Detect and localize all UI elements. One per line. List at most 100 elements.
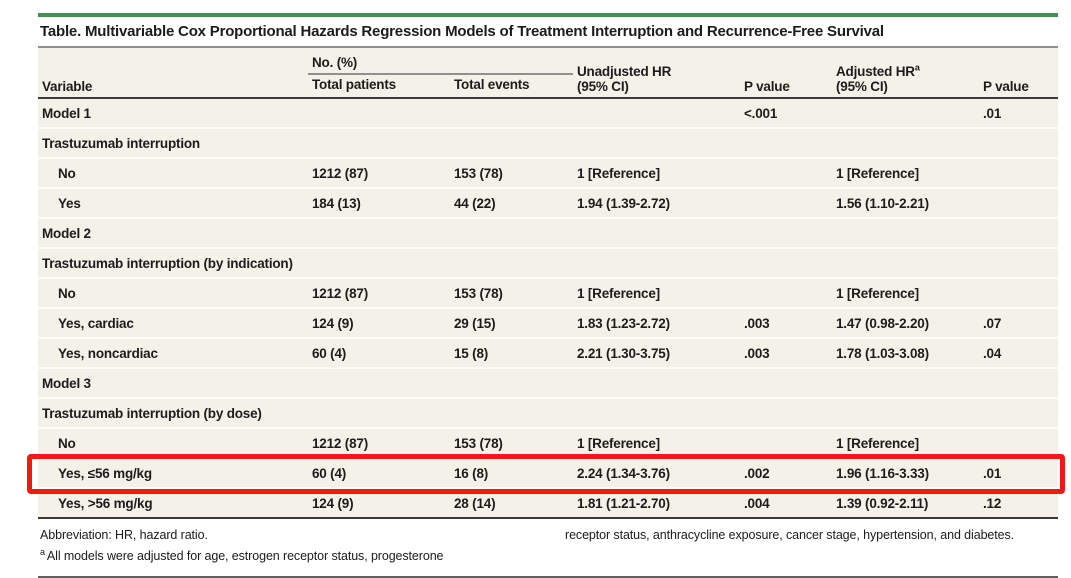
table-cell: 1.83 (1.23-2.72) <box>573 307 740 338</box>
table-cell <box>832 98 979 128</box>
table-cell: 1.39 (0.92-2.11) <box>832 487 979 519</box>
table-cell <box>740 187 832 218</box>
table-cell <box>832 217 979 248</box>
table-cell <box>979 367 1058 398</box>
paper-table-figure: Table. Multivariable Cox Proportional Ha… <box>27 13 1065 578</box>
table-cell: 1 [Reference] <box>832 427 979 458</box>
table-cell <box>832 247 979 278</box>
table-cell: 1.81 (1.21-2.70) <box>573 487 740 519</box>
footnote-a-marker: a <box>40 546 45 557</box>
table-row: Yes, >56 mg/kg 124 (9) 28 (14) 1.81 (1.21-2… <box>38 487 1058 519</box>
table-cell: 44 (22) <box>450 187 573 218</box>
table-row: No 1212 (87) 153 (78) 1 [Reference] 1 [Refer… <box>38 157 1058 188</box>
table-cell <box>740 397 832 428</box>
table-cell: .04 <box>979 337 1058 368</box>
table-row: No 1212 (87) 153 (78) 1 [Reference] 1 [Refer… <box>38 427 1058 458</box>
table-header: Variable No. (%) Unadjusted HR (95% CI) … <box>38 48 1058 99</box>
table-cell <box>308 247 450 278</box>
table-cell <box>308 397 450 428</box>
table-row: Yes, noncardiac 60 (4) 15 (8) 2.21 (1.30-3.… <box>38 337 1058 368</box>
row-label: No <box>38 277 308 308</box>
table-cell <box>450 247 573 278</box>
table-cell <box>979 277 1058 308</box>
table-cell <box>308 127 450 158</box>
table-row: Trastuzumab interruption (by indication) <box>38 247 1058 278</box>
column-header-unadjusted-hr: Unadjusted HR (95% CI) <box>573 48 740 99</box>
table-cell <box>979 247 1058 278</box>
table-footnotes: Abbreviation: HR, hazard ratio. a All mod… <box>38 519 1058 575</box>
table-cell <box>573 367 740 398</box>
table-cell: 1.47 (0.98-2.20) <box>832 307 979 338</box>
table-cell <box>979 127 1058 158</box>
table-cell: 1212 (87) <box>308 277 450 308</box>
table-cell: .01 <box>983 105 1002 121</box>
row-label: Trastuzumab interruption (by indication) <box>38 247 308 278</box>
table-cell: .003 <box>740 307 832 338</box>
table-cell: 184 (13) <box>308 187 450 218</box>
column-header-p-value-unadjusted: P value <box>740 48 832 99</box>
table-cell <box>832 127 979 158</box>
table-cell <box>740 427 832 458</box>
table-cell <box>979 187 1058 218</box>
table-body: Model 1 <.001.01 Trastuzumab interruption N… <box>38 98 1058 519</box>
table-row: Model 3 <box>38 367 1058 398</box>
table-row: Model 1 <.001 .01 <box>38 98 1058 128</box>
table-cell: .004 <box>740 487 832 519</box>
column-header-total-patients: Total patients <box>308 74 450 99</box>
unadjusted-hr-line1: Unadjusted HR <box>577 64 672 79</box>
table-cell <box>450 217 573 248</box>
column-header-variable: Variable <box>38 48 308 99</box>
table-cell: 1 [Reference] <box>573 277 740 308</box>
row-label: Trastuzumab interruption <box>38 127 308 158</box>
table-cell <box>740 367 832 398</box>
footnote-a-right: receptor status, anthracycline exposure,… <box>565 528 1015 542</box>
table-cell <box>450 98 573 128</box>
footnote-column-left: Abbreviation: HR, hazard ratio. a All mod… <box>40 526 545 568</box>
row-label: Model 1 <box>42 105 91 121</box>
table-cell: .07 <box>979 307 1058 338</box>
table-cell: .002 <box>740 457 832 488</box>
table-cell: .003 <box>740 337 832 368</box>
footnote-column-right: receptor status, anthracycline exposure,… <box>565 526 1056 568</box>
table-cell: .12 <box>979 487 1058 519</box>
table-cell: 1212 (87) <box>308 157 450 188</box>
table-cell: 2.21 (1.30-3.75) <box>573 337 740 368</box>
table-row: Trastuzumab interruption (by dose) <box>38 397 1058 428</box>
row-label: Model 2 <box>38 217 308 248</box>
row-label: No <box>38 157 308 188</box>
cox-regression-table: Variable No. (%) Unadjusted HR (95% CI) … <box>38 48 1058 519</box>
footnote-abbreviation: Abbreviation: HR, hazard ratio. <box>40 528 208 542</box>
table-cell <box>740 127 832 158</box>
table-cell <box>308 217 450 248</box>
table-cell <box>979 427 1058 458</box>
table-cell <box>979 157 1058 188</box>
table-cell: 29 (15) <box>450 307 573 338</box>
table-row: Yes, ≤56 mg/kg 60 (4) 16 (8) 2.24 (1.34-3.7… <box>38 457 1058 488</box>
row-label: No <box>38 427 308 458</box>
table-title: Table. Multivariable Cox Proportional Ha… <box>38 17 1058 48</box>
table-cell: 60 (4) <box>308 457 450 488</box>
row-label: Yes, >56 mg/kg <box>38 487 308 519</box>
table-cell: 1 [Reference] <box>573 427 740 458</box>
row-label: Model 3 <box>38 367 308 398</box>
table-cell: .01 <box>979 457 1058 488</box>
table-cell: 153 (78) <box>450 427 573 458</box>
table-cell: 153 (78) <box>450 157 573 188</box>
table-cell: 60 (4) <box>308 337 450 368</box>
table-cell <box>832 367 979 398</box>
footnote-a-left: a All models were adjusted for age, estro… <box>40 546 444 564</box>
table-cell <box>740 217 832 248</box>
table-container: Variable No. (%) Unadjusted HR (95% CI) … <box>27 48 1065 519</box>
table-cell: 1.56 (1.10-2.21) <box>832 187 979 218</box>
column-header-total-events: Total events <box>450 74 573 99</box>
column-group-no-pct: No. (%) <box>308 48 573 75</box>
table-cell: 28 (14) <box>450 487 573 519</box>
table-cell <box>573 127 740 158</box>
row-label: Yes, cardiac <box>38 307 308 338</box>
column-header-adjusted-hr: Adjusted HRa (95% CI) <box>832 48 979 99</box>
column-header-p-value-adjusted: P value <box>979 48 1058 99</box>
table-row: Model 2 <box>38 217 1058 248</box>
adjusted-hr-line1: Adjusted HR <box>836 64 915 79</box>
table-cell: 1 [Reference] <box>573 157 740 188</box>
table-cell <box>832 397 979 428</box>
